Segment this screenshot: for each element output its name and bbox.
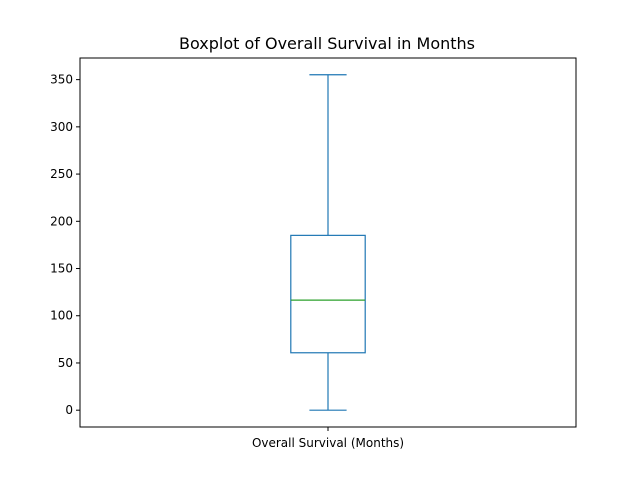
y-tick-label-350: 350 bbox=[50, 73, 73, 87]
chart-title: Boxplot of Overall Survival in Months bbox=[179, 34, 475, 53]
x-tick-label-0: Overall Survival (Months) bbox=[252, 436, 404, 450]
y-tick-label-150: 150 bbox=[50, 262, 73, 276]
y-tick-label-250: 250 bbox=[50, 167, 73, 181]
y-tick-label-0: 0 bbox=[65, 403, 73, 417]
y-tick-label-100: 100 bbox=[50, 309, 73, 323]
iqr-box bbox=[290, 234, 366, 354]
plot-area: 0 50 100 150 200 250 300 350 Overall Survival (M… bbox=[50, 57, 577, 450]
y-tick-label-300: 300 bbox=[50, 120, 73, 134]
y-tick-label-50: 50 bbox=[58, 356, 73, 370]
y-tick-label-200: 200 bbox=[50, 214, 73, 228]
